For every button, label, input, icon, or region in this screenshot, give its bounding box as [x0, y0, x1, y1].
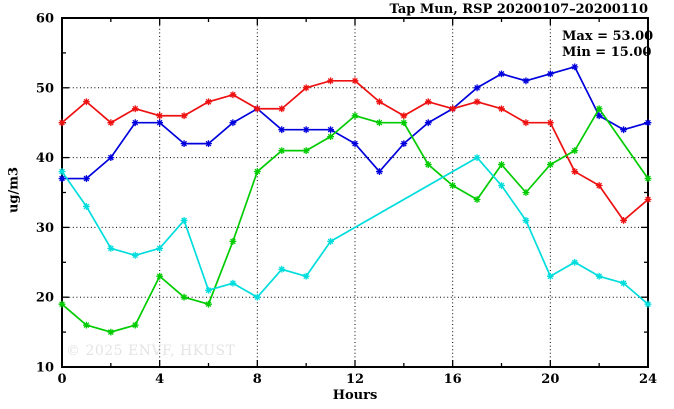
max-value-label: Max = 53.00 — [562, 29, 654, 44]
y-tick-label: 50 — [36, 81, 54, 96]
series-cyan-line — [61, 156, 649, 305]
series-cyan — [58, 154, 652, 308]
chart-title: Tap Mun, RSP 20200107–20200110 — [389, 2, 648, 17]
max-min-annotation: Max = 53.00 Min = 15.00 — [562, 29, 653, 61]
series-red — [58, 77, 652, 224]
x-tick-labels: 0 4 8 12 16 20 24 — [57, 372, 657, 387]
series-green-line — [61, 107, 649, 333]
x-tick-label: 12 — [346, 372, 364, 387]
x-tick-label: 16 — [444, 372, 462, 387]
series-red-markers — [58, 77, 652, 224]
series-green-markers — [58, 105, 652, 336]
y-tick-label: 10 — [36, 361, 54, 376]
x-tick-label: 8 — [253, 372, 262, 387]
y-tick-label: 40 — [36, 151, 54, 166]
x-tick-label: 24 — [639, 372, 657, 387]
series-cyan-markers — [58, 154, 652, 308]
y-tick-label: 60 — [36, 12, 54, 27]
x-tick-label: 0 — [57, 372, 66, 387]
y-axis-title: ug/m3 — [6, 166, 22, 214]
y-tick-label: 20 — [36, 291, 54, 306]
y-tick-labels: 10 20 30 40 50 60 — [36, 12, 54, 376]
x-tick-label: 4 — [155, 372, 164, 387]
plot-frame — [61, 17, 649, 368]
watermark: © 2025 ENVF, HKUST — [66, 343, 236, 359]
min-value-label: Min = 15.00 — [562, 45, 652, 60]
y-tick-label: 30 — [36, 221, 54, 236]
series-green — [58, 105, 652, 336]
x-axis-title: Hours — [332, 388, 378, 403]
x-tick-label: 20 — [541, 372, 559, 387]
